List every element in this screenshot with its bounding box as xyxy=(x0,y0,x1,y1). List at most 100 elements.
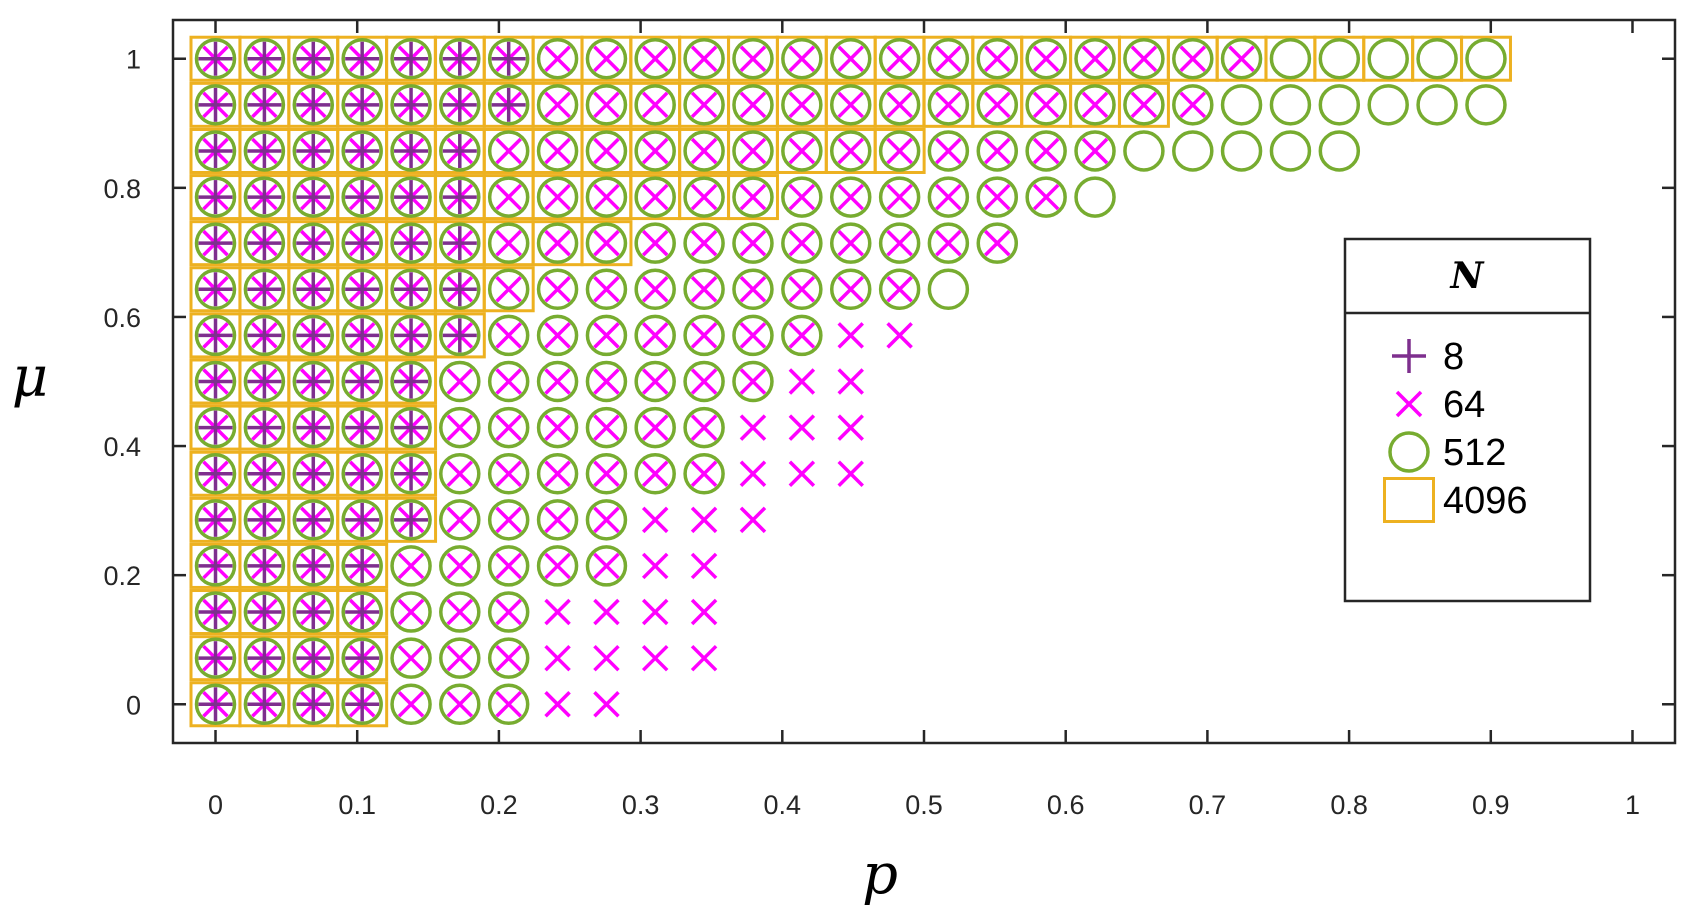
point-N512-p0-mu6 xyxy=(194,406,237,449)
point-N64-p12-mu7-stroke-b xyxy=(788,368,816,395)
point-N64-p14-mu13-stroke-b xyxy=(886,91,913,119)
point-N8-p5-mu8 xyxy=(442,318,477,353)
point-N512-p12-mu13 xyxy=(781,84,823,126)
point-N64-p13-mu9-stroke-b xyxy=(837,276,864,303)
point-N64-p12-mu6-stroke-b xyxy=(788,414,816,441)
point-N64-p9-mu1-stroke-b xyxy=(641,644,669,672)
point-N512-p20-mu14 xyxy=(1172,37,1214,80)
point-N512-p7-mu13 xyxy=(536,84,579,126)
point-N512-p14-mu13 xyxy=(878,84,921,126)
point-N512-p4-mu6 xyxy=(390,406,432,449)
point-N8-p0-mu6 xyxy=(198,410,233,445)
point-N64-p14-mu12-stroke-b xyxy=(886,137,913,165)
point-N64-p7-mu5 xyxy=(544,460,571,487)
x-tick-label-4: 0.4 xyxy=(764,790,802,820)
point-N64-p4-mu3-stroke-b xyxy=(397,552,425,580)
point-N512-p17-mu12 xyxy=(1025,130,1067,172)
point-N512-p4-mu3 xyxy=(390,545,432,587)
point-N64-p16-mu13 xyxy=(984,91,1011,119)
point-N8-p2-mu3 xyxy=(296,548,331,583)
point-N64-p11-mu4-stroke-b xyxy=(739,506,767,534)
point-N512-p7-mu8 xyxy=(536,314,579,357)
point-N64-p8-mu8-stroke-b xyxy=(593,322,620,349)
point-N512-p9-mu8 xyxy=(634,314,676,357)
point-N64-p13-mu14 xyxy=(837,45,864,72)
point-N64-p12-mu14 xyxy=(788,45,816,72)
point-N512-p14-mu9 xyxy=(878,268,921,311)
point-N8-p1-mu14 xyxy=(247,41,282,76)
point-N512-p23-mu12 xyxy=(1318,130,1361,172)
point-N512-p2-mu12 xyxy=(292,130,335,172)
point-N512-p6-mu12 xyxy=(487,130,530,172)
point-N64-p9-mu1 xyxy=(641,644,669,672)
point-N64-p6-mu8 xyxy=(495,322,522,349)
point-N512-p18-mu11 xyxy=(1074,176,1116,218)
point-N64-p8-mu7-stroke-b xyxy=(593,368,620,395)
point-N8-p2-mu11 xyxy=(296,180,331,215)
point-N64-p11-mu11-stroke-b xyxy=(739,183,767,211)
point-N64-p14-mu13 xyxy=(886,91,913,119)
point-N64-p13-mu5-stroke-b xyxy=(837,460,864,487)
point-N512-p13-mu11 xyxy=(829,176,872,218)
point-N512-p9-mu11 xyxy=(634,176,676,218)
point-N512-p7-mu12 xyxy=(536,130,579,172)
point-N512-p17-mu13 xyxy=(1025,84,1067,126)
point-N512-p2-mu7 xyxy=(292,360,335,403)
legend-marker-4096 xyxy=(1383,477,1435,523)
point-N64-p8-mu1-stroke-b xyxy=(593,644,620,672)
point-N64-p12-mu13 xyxy=(788,91,816,119)
point-N512-p15-mu13 xyxy=(927,84,970,126)
point-N512-p5-mu0 xyxy=(439,683,481,726)
point-N8-p5-mu10 xyxy=(442,226,477,261)
point-N512-p9-mu5 xyxy=(634,452,676,495)
point-N64-p10-mu1 xyxy=(690,644,718,672)
point-N64-p14-mu12 xyxy=(886,137,913,165)
point-N64-p9-mu6-stroke-b xyxy=(641,414,669,441)
point-N512-p1-mu8 xyxy=(243,314,286,357)
point-N64-p6-mu2-stroke-b xyxy=(495,598,522,626)
point-N512-p3-mu8 xyxy=(341,314,383,357)
point-N8-p2-mu5 xyxy=(296,456,331,491)
point-N512-p2-mu6 xyxy=(292,406,335,449)
point-N64-p10-mu14 xyxy=(690,45,718,72)
point-N64-p5-mu3 xyxy=(446,552,474,580)
point-N512-p8-mu5 xyxy=(585,452,628,495)
point-N512-p2-mu3 xyxy=(292,545,335,587)
point-N512-p14-mu12 xyxy=(878,130,921,172)
legend-marker-512 xyxy=(1388,431,1430,473)
point-N512-p11-mu8 xyxy=(732,314,774,357)
point-N64-p13-mu9 xyxy=(837,276,864,303)
point-N64-p19-mu14 xyxy=(1130,45,1158,72)
point-N512-p4-mu5 xyxy=(390,452,432,495)
point-N512-p17-mu11 xyxy=(1025,176,1067,218)
point-N64-p8-mu0-stroke-b xyxy=(593,691,620,718)
point-N512-p7-mu3 xyxy=(536,545,579,587)
point-N64-p6-mu2 xyxy=(495,598,522,626)
point-N64-p10-mu6-stroke-b xyxy=(690,414,718,441)
point-N512-p12-mu14 xyxy=(781,37,823,80)
point-N512-p8-mu3 xyxy=(585,545,628,587)
point-N64-p17-mu11-stroke-b xyxy=(1032,183,1060,211)
point-N8-p0-mu10 xyxy=(198,226,233,261)
point-N512-p1-mu3 xyxy=(243,545,286,587)
point-N4096-p4-mu6 xyxy=(385,404,438,451)
point-N64-p20-mu13-stroke-b xyxy=(1179,91,1207,119)
point-N512-p3-mu7 xyxy=(341,360,383,403)
x-tick-label-0: 0 xyxy=(208,790,223,820)
point-N64-p7-mu6 xyxy=(544,414,571,441)
point-N512-p5-mu6 xyxy=(439,406,481,449)
point-N64-p7-mu2 xyxy=(544,598,571,626)
point-N64-p10-mu13 xyxy=(690,91,718,119)
point-N64-p7-mu8-stroke-b xyxy=(544,322,571,349)
point-N64-p12-mu10-stroke-b xyxy=(788,229,816,257)
point-N64-p10-mu11 xyxy=(690,183,718,211)
point-N64-p10-mu2 xyxy=(690,598,718,626)
point-N64-p5-mu1-stroke-b xyxy=(446,644,474,672)
point-N64-p5-mu1 xyxy=(446,644,474,672)
y-tick-label-4: 0.8 xyxy=(103,174,141,204)
point-N64-p12-mu9-stroke-b xyxy=(788,276,816,303)
point-N512-p8-mu12 xyxy=(585,130,628,172)
point-N8-p0-mu9 xyxy=(198,272,233,307)
x-axis-title: p xyxy=(862,842,898,907)
point-N64-p17-mu12-stroke-b xyxy=(1032,137,1060,165)
